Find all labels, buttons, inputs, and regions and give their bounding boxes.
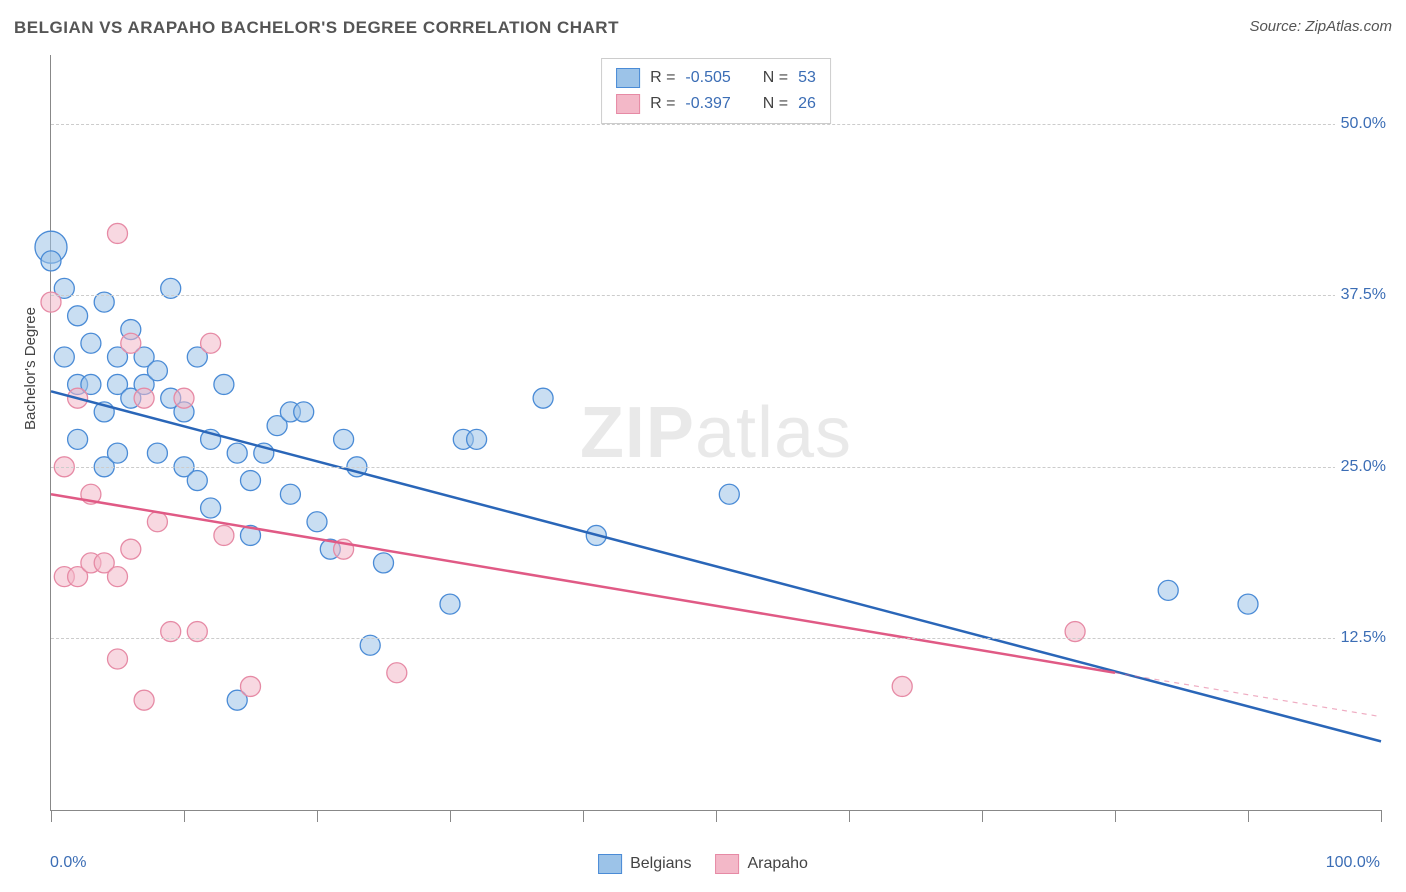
legend-item-arapaho: Arapaho bbox=[715, 854, 808, 874]
data-point bbox=[41, 251, 61, 271]
data-point bbox=[108, 443, 128, 463]
data-point bbox=[892, 676, 912, 696]
data-point bbox=[294, 402, 314, 422]
correlation-legend: R = -0.505 N = 53 R = -0.397 N = 26 bbox=[601, 58, 831, 124]
data-point bbox=[68, 429, 88, 449]
y-axis-label: Bachelor's Degree bbox=[22, 307, 39, 430]
plot-svg bbox=[51, 55, 1381, 810]
gridline bbox=[51, 295, 1381, 296]
trend-line-extension bbox=[1115, 673, 1381, 717]
legend-swatch-arapaho bbox=[616, 94, 640, 114]
legend-row-belgians: R = -0.505 N = 53 bbox=[616, 65, 816, 91]
r-label: R = bbox=[650, 91, 675, 117]
legend-swatch-belgians bbox=[616, 68, 640, 88]
data-point bbox=[54, 347, 74, 367]
x-tick bbox=[51, 810, 52, 822]
x-tick bbox=[716, 810, 717, 822]
gridline bbox=[51, 467, 1381, 468]
legend-swatch-belgians-icon bbox=[598, 854, 622, 874]
data-point bbox=[440, 594, 460, 614]
data-point bbox=[147, 443, 167, 463]
data-point bbox=[387, 663, 407, 683]
data-point bbox=[280, 484, 300, 504]
data-point bbox=[241, 676, 261, 696]
chart-header: BELGIAN VS ARAPAHO BACHELOR'S DEGREE COR… bbox=[14, 18, 1392, 48]
data-point bbox=[174, 388, 194, 408]
data-point bbox=[1158, 580, 1178, 600]
r-label: R = bbox=[650, 65, 675, 91]
data-point bbox=[134, 388, 154, 408]
data-point bbox=[374, 553, 394, 573]
data-point bbox=[81, 333, 101, 353]
data-point bbox=[147, 361, 167, 381]
data-point bbox=[307, 512, 327, 532]
legend-swatch-arapaho-icon bbox=[715, 854, 739, 874]
data-point bbox=[108, 567, 128, 587]
data-point bbox=[108, 649, 128, 669]
x-tick bbox=[317, 810, 318, 822]
data-point bbox=[121, 539, 141, 559]
data-point bbox=[108, 223, 128, 243]
y-tick-label: 50.0% bbox=[1335, 115, 1386, 133]
data-point bbox=[147, 512, 167, 532]
data-point bbox=[334, 429, 354, 449]
y-tick-label: 12.5% bbox=[1335, 629, 1386, 647]
n-label: N = bbox=[763, 65, 788, 91]
data-point bbox=[68, 306, 88, 326]
r-value-arapaho: -0.397 bbox=[685, 91, 730, 117]
data-point bbox=[214, 374, 234, 394]
data-point bbox=[1238, 594, 1258, 614]
legend-label-belgians: Belgians bbox=[630, 855, 691, 872]
source-attribution: Source: ZipAtlas.com bbox=[1249, 18, 1392, 35]
n-value-arapaho: 26 bbox=[798, 91, 816, 117]
x-tick bbox=[1248, 810, 1249, 822]
legend-label-arapaho: Arapaho bbox=[747, 855, 808, 872]
data-point bbox=[201, 333, 221, 353]
x-tick bbox=[1115, 810, 1116, 822]
plot-area: ZIPatlas R = -0.505 N = 53 R = -0.397 N … bbox=[50, 55, 1381, 811]
gridline bbox=[51, 638, 1381, 639]
data-point bbox=[134, 690, 154, 710]
data-point bbox=[227, 443, 247, 463]
series-legend: Belgians Arapaho bbox=[598, 854, 808, 874]
data-point bbox=[214, 525, 234, 545]
data-point bbox=[187, 471, 207, 491]
trend-line bbox=[51, 494, 1115, 672]
x-tick bbox=[583, 810, 584, 822]
data-point bbox=[121, 333, 141, 353]
x-tick bbox=[849, 810, 850, 822]
data-point bbox=[719, 484, 739, 504]
y-tick-label: 37.5% bbox=[1335, 286, 1386, 304]
data-point bbox=[533, 388, 553, 408]
r-value-belgians: -0.505 bbox=[685, 65, 730, 91]
y-tick-label: 25.0% bbox=[1335, 458, 1386, 476]
x-tick bbox=[982, 810, 983, 822]
data-point bbox=[241, 471, 261, 491]
x-axis-max-label: 100.0% bbox=[1326, 854, 1380, 872]
x-axis-min-label: 0.0% bbox=[50, 854, 86, 872]
n-value-belgians: 53 bbox=[798, 65, 816, 91]
data-point bbox=[201, 498, 221, 518]
legend-row-arapaho: R = -0.397 N = 26 bbox=[616, 91, 816, 117]
legend-item-belgians: Belgians bbox=[598, 854, 691, 874]
n-label: N = bbox=[763, 91, 788, 117]
x-tick bbox=[450, 810, 451, 822]
data-point bbox=[467, 429, 487, 449]
x-tick bbox=[1381, 810, 1382, 822]
x-tick bbox=[184, 810, 185, 822]
chart-title: BELGIAN VS ARAPAHO BACHELOR'S DEGREE COR… bbox=[14, 18, 619, 37]
